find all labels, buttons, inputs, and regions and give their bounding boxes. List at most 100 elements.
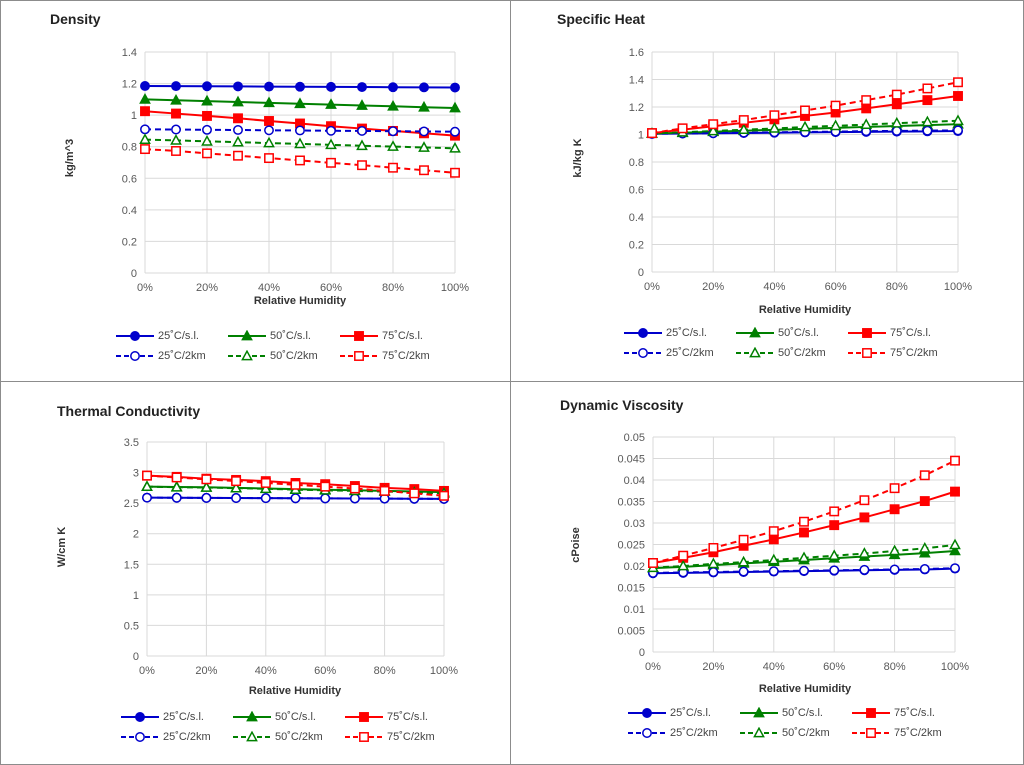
legend-swatch-icon: [345, 712, 383, 722]
data-point: [232, 95, 244, 107]
data-point: [388, 162, 398, 173]
data-point: [678, 550, 689, 561]
x-tick-label: 40%: [763, 661, 785, 673]
data-point: [861, 103, 872, 114]
legend-item: 50˚C/2km: [739, 727, 845, 739]
series-50-c-2km: [647, 538, 961, 573]
series-25-c-2km: [140, 124, 460, 137]
data-point: [320, 481, 331, 492]
data-point: [141, 480, 153, 491]
x-tick-label: 20%: [196, 282, 218, 294]
legend: 25˚C/s.l. 50˚C/s.l. 75˚C/s.l. 25˚C/2km 50˚C/…: [115, 330, 445, 362]
data-point: [264, 125, 274, 136]
data-point: [388, 82, 398, 93]
x-tick-label: 80%: [374, 665, 396, 677]
data-point: [263, 136, 275, 148]
y-tick-label: 1.2: [122, 79, 137, 91]
data-point: [950, 455, 960, 466]
legend-item: 50˚C/s.l.: [735, 327, 841, 339]
legend-marker: [359, 732, 369, 742]
data-point: [922, 125, 933, 136]
legend-label: 25˚C/2km: [666, 347, 714, 359]
data-point: [201, 94, 213, 106]
legend: 25˚C/s.l. 50˚C/s.l. 75˚C/s.l. 25˚C/2km 50˚C/…: [627, 707, 957, 739]
data-point: [829, 506, 840, 517]
data-point: [950, 563, 960, 574]
data-point: [449, 141, 461, 153]
data-point: [387, 140, 399, 151]
data-point: [707, 124, 720, 136]
data-point: [439, 490, 449, 501]
data-point: [648, 558, 658, 568]
y-tick-label: 3.5: [124, 437, 139, 449]
legend-item: 50˚C/s.l.: [232, 711, 338, 723]
legend-marker: [862, 348, 872, 358]
data-point: [349, 483, 360, 494]
legend-label: 25˚C/2km: [163, 731, 211, 743]
data-point: [201, 492, 212, 503]
data-point: [767, 553, 780, 565]
data-point: [953, 77, 963, 88]
legend-swatch-icon: [116, 351, 154, 361]
legend-marker: [866, 708, 876, 718]
data-point: [294, 137, 306, 149]
data-point: [295, 81, 305, 92]
legend-label: 75˚C/2km: [890, 347, 938, 359]
x-tick-label: 100%: [944, 281, 972, 293]
data-point: [922, 83, 933, 94]
legend-marker: [753, 707, 765, 718]
data-point: [891, 125, 902, 136]
legend-label: 25˚C/s.l.: [666, 327, 707, 339]
data-point: [233, 81, 243, 92]
x-axis-label: Relative Humidity: [758, 683, 852, 695]
data-point: [799, 516, 809, 527]
x-tick-label: 60%: [825, 281, 847, 293]
data-point: [139, 92, 151, 104]
data-point: [647, 128, 657, 139]
data-point: [326, 81, 336, 92]
x-tick-label: 80%: [884, 661, 906, 673]
x-tick-label: 40%: [255, 665, 277, 677]
legend-marker: [354, 331, 364, 341]
legend-item: 25˚C/2km: [627, 727, 733, 739]
y-tick-label: 1.4: [122, 47, 137, 59]
chart-panel-dynamic-viscosity: Dynamic Viscosity cPoise Relative Humidi…: [510, 381, 1020, 762]
data-point: [677, 559, 690, 571]
data-point: [860, 118, 873, 129]
legend-marker: [749, 327, 761, 338]
data-point: [859, 495, 870, 506]
legend-swatch-icon: [340, 331, 378, 341]
data-point: [171, 124, 181, 135]
data-point: [140, 124, 150, 135]
y-tick-label: 1: [638, 130, 644, 142]
data-point: [889, 483, 900, 494]
data-point: [738, 115, 749, 126]
data-point: [142, 470, 152, 481]
data-point: [921, 115, 934, 127]
series-75-c-2km: [647, 77, 963, 139]
x-tick-label: 20%: [702, 661, 724, 673]
series-25-c-s-l-: [140, 80, 460, 93]
series-line: [652, 459, 956, 564]
data-point: [379, 485, 390, 496]
y-tick-label: 0.02: [624, 561, 645, 573]
x-tick-label: 60%: [823, 661, 845, 673]
y-tick-label: 2: [133, 529, 139, 541]
data-point: [294, 97, 306, 109]
data-point: [888, 544, 901, 556]
x-tick-label: 40%: [258, 282, 280, 294]
y-tick-label: 0.8: [122, 142, 137, 154]
data-point: [202, 81, 212, 92]
legend-swatch-icon: [628, 708, 666, 718]
data-point: [320, 493, 331, 504]
legend-item: 50˚C/s.l.: [227, 330, 333, 342]
legend-label: 75˚C/s.l.: [382, 330, 423, 342]
data-point: [388, 126, 398, 137]
data-point: [859, 564, 870, 575]
series-50-c-s-l-: [139, 92, 461, 113]
data-point: [830, 100, 841, 111]
legend-label: 50˚C/s.l.: [782, 707, 823, 719]
data-point: [738, 534, 749, 545]
data-point: [798, 551, 810, 563]
data-point: [230, 481, 242, 493]
